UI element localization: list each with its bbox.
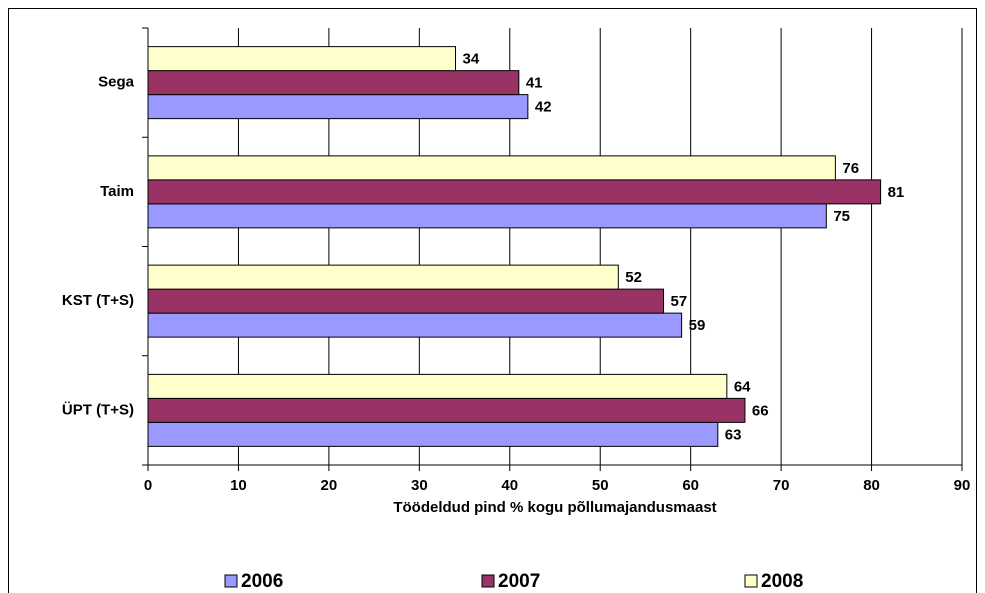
chart-frame <box>8 8 977 593</box>
value-label: 34 <box>463 51 480 68</box>
y-tick-label: KST (T+S) <box>62 292 134 309</box>
bar <box>147 373 728 399</box>
bar <box>147 155 836 181</box>
y-tick-label: ÜPT (T+S) <box>62 401 134 418</box>
value-label: 52 <box>625 269 642 286</box>
x-tick-label: 60 <box>682 477 699 494</box>
legend-label: 2006 <box>241 571 283 592</box>
bar <box>147 94 529 120</box>
x-tick-label: 50 <box>592 477 609 494</box>
value-label: 66 <box>752 402 769 419</box>
x-tick-label: 30 <box>411 477 428 494</box>
x-tick-label: 70 <box>773 477 790 494</box>
value-label: 42 <box>535 99 552 116</box>
bar <box>147 46 457 72</box>
value-label: 75 <box>833 208 850 225</box>
y-tick-label: Taim <box>100 183 134 200</box>
legend-swatch <box>224 574 238 588</box>
x-tick-label: 80 <box>863 477 880 494</box>
value-label: 41 <box>526 75 543 92</box>
bar <box>147 312 683 338</box>
legend-label: 2008 <box>761 571 803 592</box>
legend-label: 2007 <box>498 571 540 592</box>
x-axis-label: Töödeldud pind % kogu põllumajandusmaast <box>393 499 716 516</box>
value-label: 81 <box>888 184 905 201</box>
value-label: 59 <box>689 317 706 334</box>
value-label: 63 <box>725 426 742 443</box>
bar <box>147 288 665 314</box>
bar <box>147 397 746 423</box>
bar <box>147 264 619 290</box>
bar <box>147 179 882 205</box>
x-tick-label: 90 <box>954 477 971 494</box>
value-label: 64 <box>734 378 751 395</box>
y-tick-label: Sega <box>98 74 135 91</box>
legend-swatch <box>744 574 758 588</box>
legend-swatch <box>481 574 495 588</box>
x-tick-label: 20 <box>321 477 338 494</box>
x-tick-label: 40 <box>501 477 518 494</box>
value-label: 76 <box>842 160 859 177</box>
bar <box>147 70 520 96</box>
x-tick-label: 0 <box>144 477 152 494</box>
bar <box>147 421 719 447</box>
value-label: 57 <box>671 293 688 310</box>
x-tick-label: 10 <box>230 477 247 494</box>
bar <box>147 203 827 229</box>
